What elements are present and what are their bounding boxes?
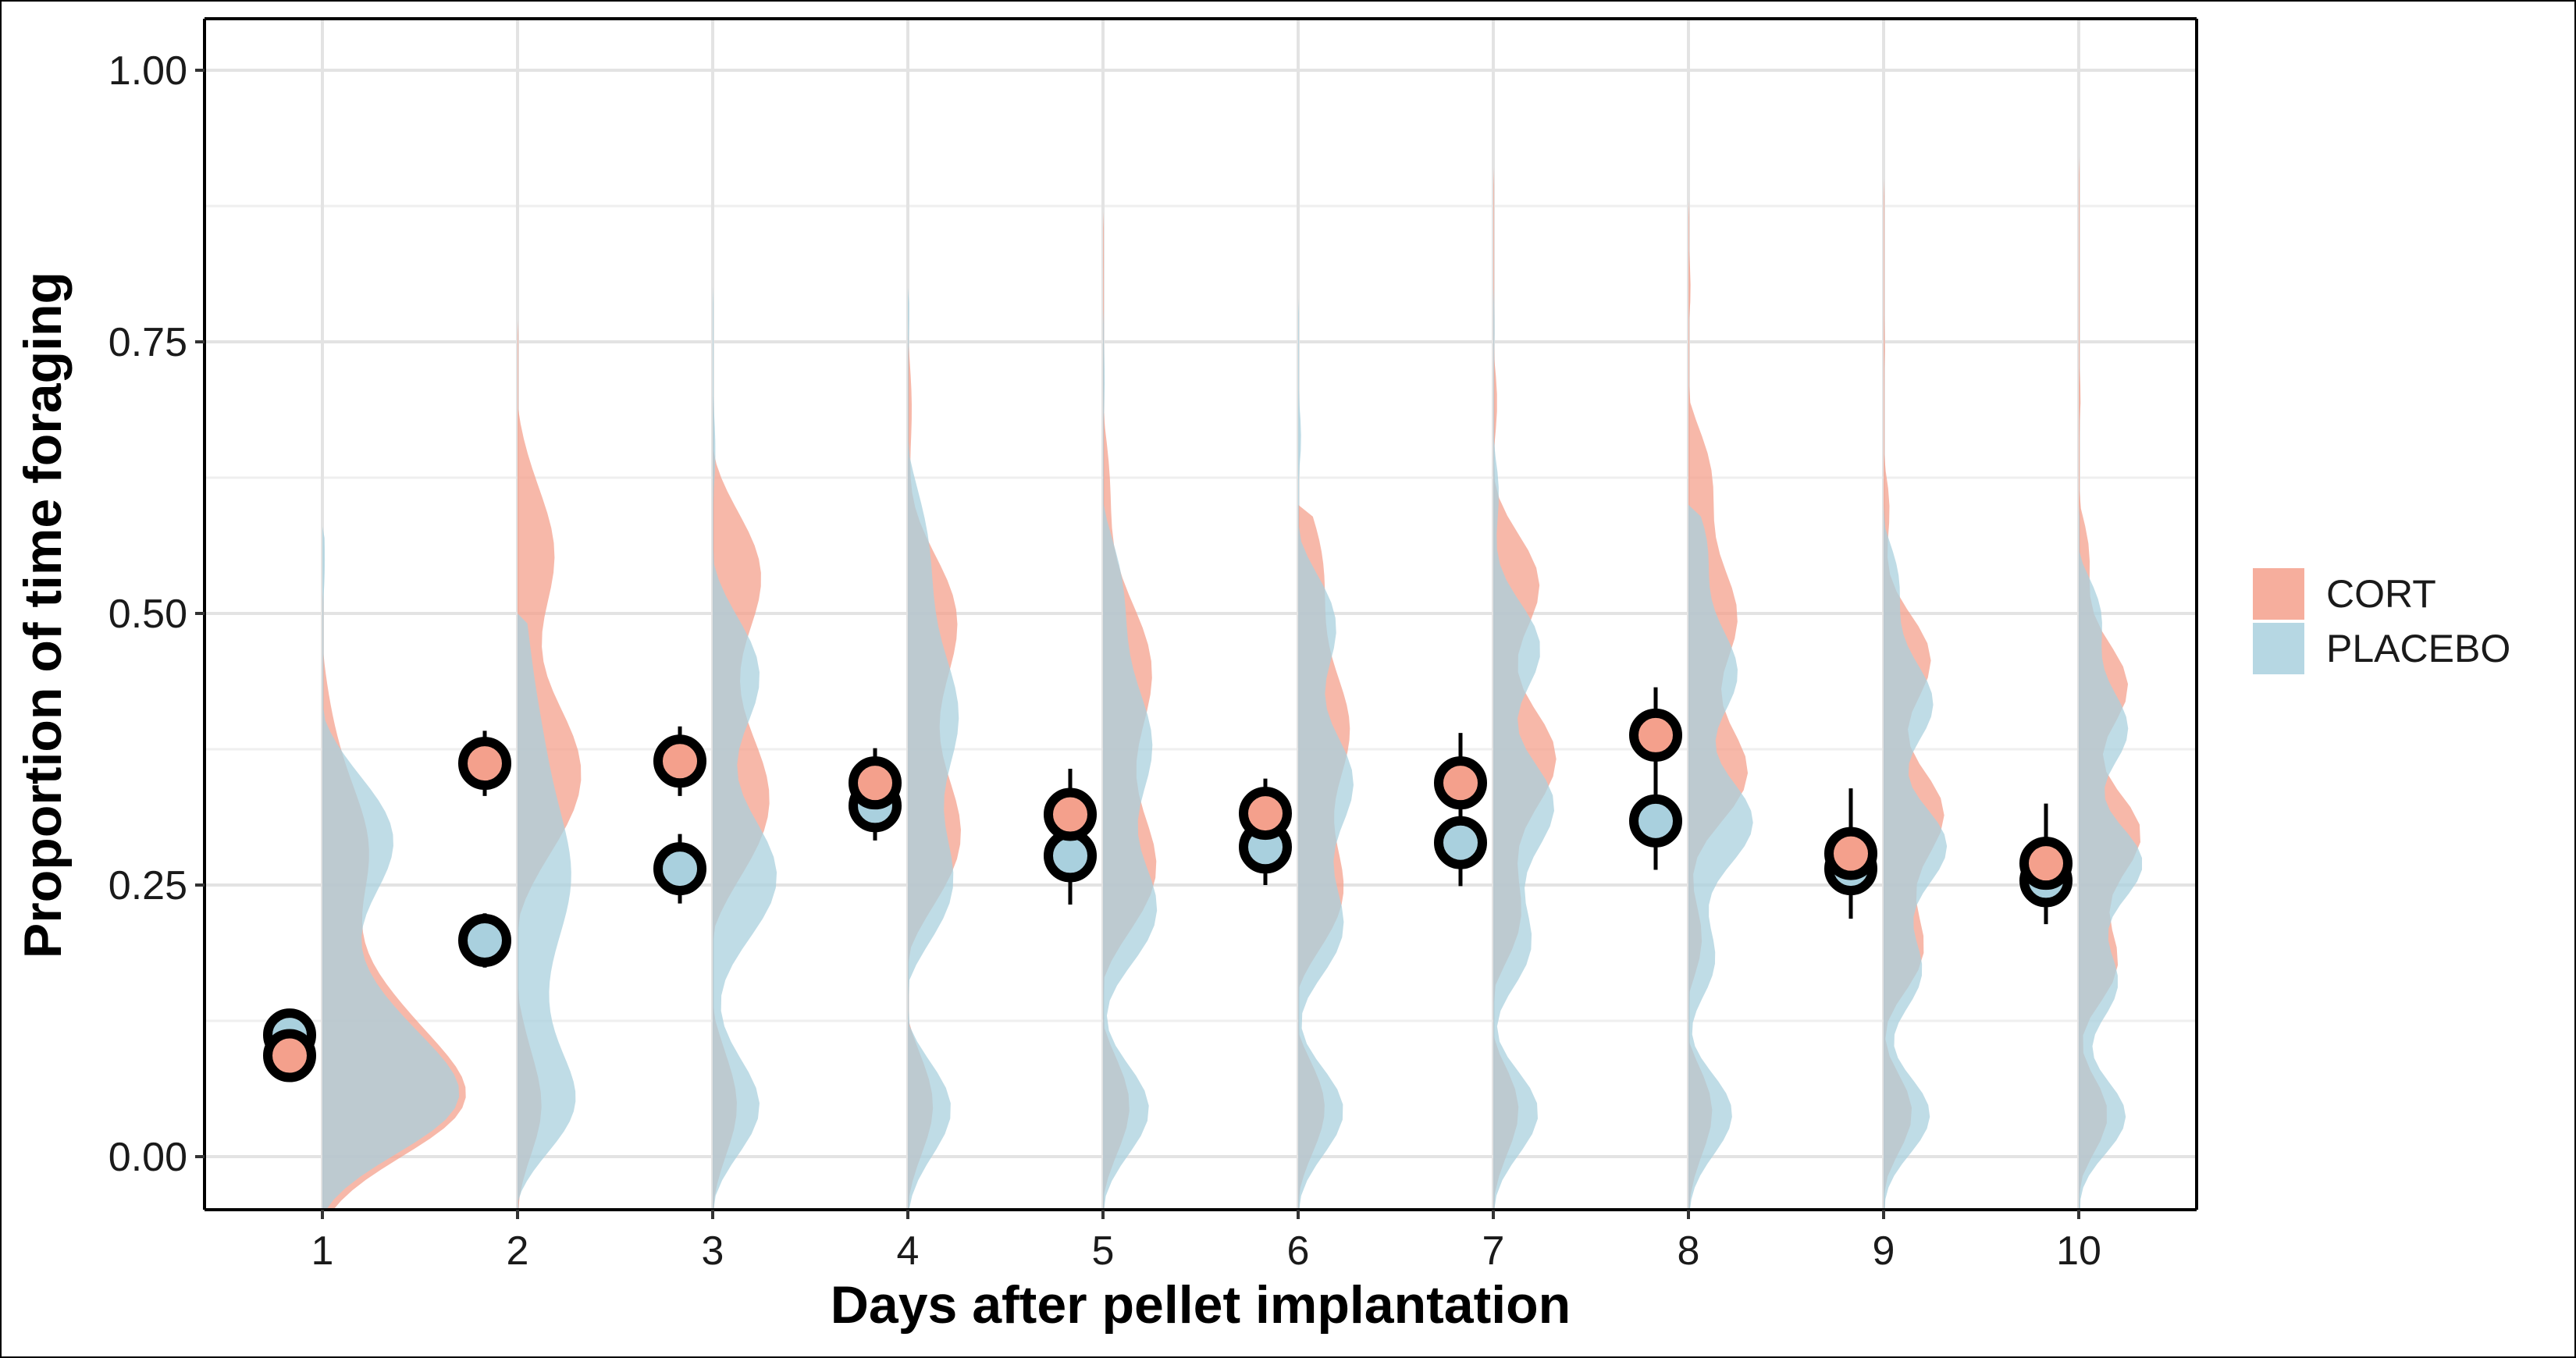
violin-placebo-day-8 xyxy=(1688,504,1753,1211)
y-tick-label: 0.75 xyxy=(109,320,187,365)
point-cort-day-6 xyxy=(1239,787,1292,841)
point-placebo-day-2 xyxy=(458,913,511,967)
x-tick-label: 10 xyxy=(2056,1228,2101,1274)
x-tick-label: 8 xyxy=(1678,1228,1700,1274)
point-placebo-day-7 xyxy=(1434,816,1487,869)
x-tick-label: 5 xyxy=(1092,1228,1115,1274)
point-cort-day-7 xyxy=(1434,756,1487,810)
legend-key-cort xyxy=(2253,568,2304,620)
point-cort-day-4 xyxy=(849,756,902,810)
x-tick-label: 2 xyxy=(507,1228,529,1274)
point-cort-day-8 xyxy=(1629,708,1682,762)
point-cort-day-3 xyxy=(653,734,706,788)
point-placebo-day-3 xyxy=(653,842,706,896)
y-tick-label: 0.25 xyxy=(109,863,187,908)
x-tick-label: 3 xyxy=(702,1228,724,1274)
point-cort-day-1 xyxy=(263,1029,316,1082)
point-cort-day-9 xyxy=(1824,827,1877,880)
y-tick-label: 0.50 xyxy=(109,592,187,637)
violin-placebo-day-7 xyxy=(1493,287,1554,1211)
point-cort-day-10 xyxy=(2019,837,2073,891)
axes: 0.00 0.25 0.50 0.75 1.00 1 2 3 4 5 6 7 8 9 10 xyxy=(109,17,2198,1274)
violin-placebo-day-6 xyxy=(1298,298,1354,1211)
x-tick-label: 9 xyxy=(1873,1228,1895,1274)
point-cort-day-2 xyxy=(458,737,511,791)
violin-placebo-day-5 xyxy=(1103,309,1158,1211)
violin-placebo-day-2 xyxy=(518,613,576,1211)
y-axis-title: Proportion of time foraging xyxy=(13,272,73,958)
violin-placebo-day-1 xyxy=(322,526,460,1211)
point-cort-day-5 xyxy=(1044,787,1097,841)
violin-placebo-day-9 xyxy=(1884,504,1948,1211)
x-tick-label: 7 xyxy=(1482,1228,1505,1274)
violin-placebo-day-10 xyxy=(2079,504,2143,1211)
y-tick-label: 1.00 xyxy=(109,48,187,94)
x-tick-label: 4 xyxy=(897,1228,920,1274)
point-placebo-day-8 xyxy=(1629,794,1682,848)
legend-label-placebo: PLACEBO xyxy=(2326,627,2510,670)
violins xyxy=(322,157,2143,1211)
x-axis-title: Days after pellet implantation xyxy=(831,1275,1571,1335)
x-tick-label: 1 xyxy=(311,1228,334,1274)
violin-placebo-day-4 xyxy=(908,287,959,1211)
y-tick-label: 0.00 xyxy=(109,1135,187,1180)
legend-key-placebo xyxy=(2253,623,2304,674)
violin-placebo-day-3 xyxy=(713,287,777,1211)
mean-points xyxy=(263,687,2073,1082)
legend: CORT PLACEBO xyxy=(2253,568,2510,674)
legend-label-cort: CORT xyxy=(2326,572,2436,616)
x-tick-label: 6 xyxy=(1287,1228,1310,1274)
